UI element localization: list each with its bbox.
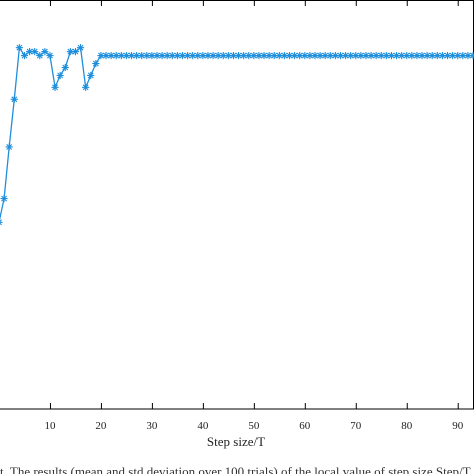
data-point-marker (296, 51, 304, 60)
data-point-marker (168, 51, 176, 60)
data-point-marker (352, 51, 360, 60)
series-line (0, 45, 473, 221)
data-point-marker (41, 48, 49, 56)
x-tick-label: 30 (146, 420, 158, 432)
data-point-marker (265, 51, 273, 60)
data-point-marker (392, 51, 401, 60)
data-point-marker (107, 51, 115, 60)
data-point-marker (92, 59, 100, 68)
top-ticks (49, 0, 459, 6)
data-point-marker (51, 83, 59, 91)
x-tick-label: 10 (44, 420, 56, 432)
data-point-marker (87, 71, 95, 80)
data-point-marker (5, 143, 13, 151)
data-point-marker (255, 51, 263, 60)
x-tick-labels: 10 20 30 40 50 60 70 80 90 (44, 420, 463, 432)
data-point-marker (153, 51, 161, 60)
data-point-marker (469, 51, 474, 60)
data-point-marker (194, 51, 202, 60)
x-tick-label: 70 (350, 420, 362, 432)
data-point-marker (82, 83, 90, 91)
data-point-marker (459, 51, 467, 60)
data-point-marker (127, 51, 136, 60)
data-point-marker (270, 51, 278, 60)
data-point-marker (71, 48, 80, 56)
data-point-marker (31, 48, 39, 56)
data-point-marker (10, 95, 18, 103)
data-point-marker (336, 51, 345, 60)
x-axis-label: Step size/T (207, 434, 265, 449)
data-point-marker (173, 51, 181, 60)
data-point-marker (148, 51, 156, 60)
data-point-marker (56, 71, 64, 80)
data-point-marker (36, 51, 44, 60)
data-point-marker (260, 51, 268, 60)
data-point-marker (0, 219, 3, 226)
x-tick-label: 90 (452, 420, 464, 432)
x-tick-label: 60 (299, 420, 311, 432)
data-point-marker (20, 51, 29, 60)
data-point-marker (418, 51, 426, 60)
data-point-marker (443, 51, 452, 60)
x-tick-label: 40 (197, 420, 209, 432)
series (0, 44, 474, 226)
bottom-ticks (49, 403, 459, 409)
data-point-marker (301, 51, 309, 60)
plot-frame (0, 0, 474, 410)
figure-caption: t. The results (mean and std deviation o… (0, 464, 474, 474)
data-point-marker (61, 63, 69, 72)
x-tick-label: 20 (95, 420, 107, 432)
data-point-marker (306, 51, 314, 60)
data-point-marker (76, 44, 85, 52)
data-point-marker (275, 51, 283, 60)
data-point-marker (204, 51, 212, 60)
data-point-marker (15, 44, 23, 52)
data-point-marker (0, 194, 8, 203)
data-point-marker (46, 51, 54, 60)
data-point-marker (229, 51, 238, 60)
x-tick-label: 50 (248, 420, 260, 432)
data-point-marker (209, 51, 217, 60)
data-point-marker (398, 51, 406, 60)
data-point-marker (357, 51, 365, 60)
x-tick-label: 80 (401, 420, 413, 432)
